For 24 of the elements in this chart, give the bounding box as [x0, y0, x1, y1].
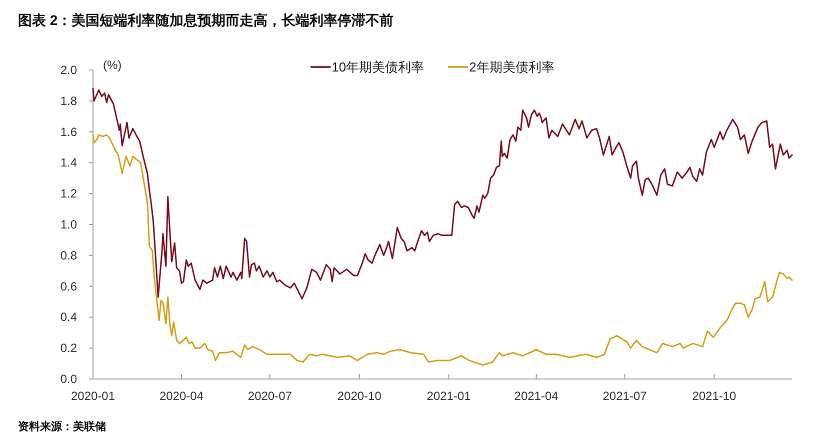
x-tick-label: 2020-04 [159, 389, 204, 403]
x-tick-label: 2020-07 [248, 389, 292, 403]
x-tick-label: 2021-01 [426, 389, 472, 403]
x-tick-label: 2020-10 [337, 389, 382, 403]
y-tick-label: 0.8 [60, 248, 78, 262]
x-tick-label: 2021-07 [602, 389, 648, 403]
y-tick-label: 1.2 [60, 186, 78, 201]
y-tick-label: 1.0 [60, 218, 78, 232]
y-tick-label: 0.2 [60, 341, 78, 356]
y-tick-label: 1.6 [60, 124, 78, 139]
legend-label: 2年期美债利率 [469, 60, 554, 74]
y-tick-label: 0.0 [60, 372, 78, 386]
annotation: 资料来源：美联储 [18, 421, 106, 433]
ylabel: (%) [103, 58, 122, 72]
x-tick-label: 2021-04 [514, 389, 559, 403]
title: 图表 2：美国短端利率随加息预期而走高，长端利率停滞不前 [18, 12, 394, 28]
y-tick-label: 0.4 [60, 310, 78, 324]
x-tick-label: 2021-10 [692, 389, 737, 403]
y-tick-label: 1.8 [60, 94, 78, 108]
y-tick-label: 2.0 [60, 63, 78, 77]
x-tick-label: 2020-01 [70, 389, 116, 403]
legend-label: 10年期美债利率 [332, 60, 424, 74]
y-tick-label: 1.4 [60, 156, 78, 170]
y-tick-label: 0.6 [60, 279, 78, 294]
